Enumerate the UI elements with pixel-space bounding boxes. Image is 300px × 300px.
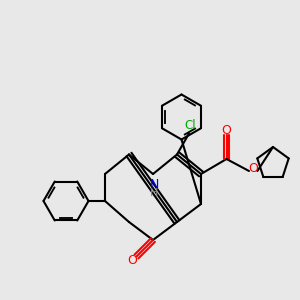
Text: O: O <box>222 124 231 137</box>
Text: N: N <box>150 178 159 191</box>
Text: Cl: Cl <box>185 119 196 132</box>
Text: O: O <box>127 254 137 268</box>
Text: O: O <box>249 161 258 175</box>
Text: H: H <box>150 188 159 199</box>
